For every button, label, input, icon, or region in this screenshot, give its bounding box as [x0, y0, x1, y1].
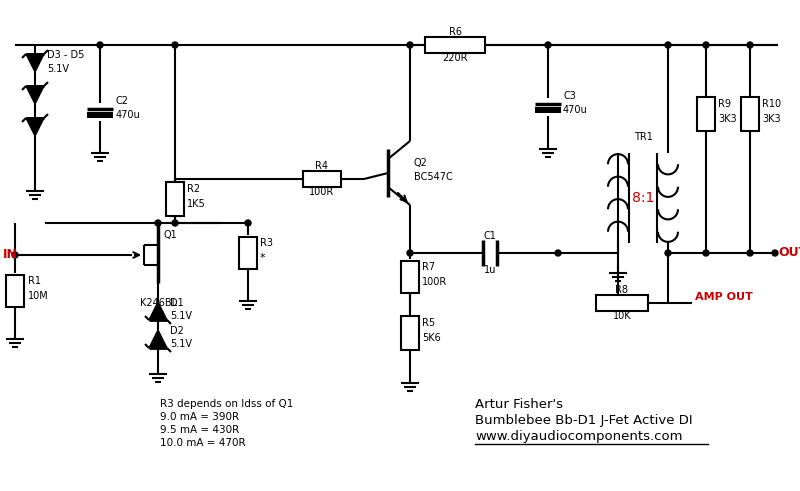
- Circle shape: [772, 250, 778, 256]
- Circle shape: [555, 250, 561, 256]
- Circle shape: [703, 250, 709, 256]
- Text: 1u: 1u: [484, 265, 496, 275]
- Bar: [239, 237, 257, 269]
- Circle shape: [747, 250, 753, 256]
- Text: IN: IN: [3, 248, 18, 262]
- Polygon shape: [26, 86, 44, 104]
- Text: 5.1V: 5.1V: [47, 64, 69, 74]
- Bar: [401, 261, 419, 293]
- Bar: [741, 97, 759, 131]
- Text: 5K6: 5K6: [422, 333, 441, 343]
- Text: 3K3: 3K3: [762, 114, 781, 124]
- Circle shape: [747, 42, 753, 48]
- Text: 9.5 mA = 430R: 9.5 mA = 430R: [160, 425, 239, 435]
- Bar: [535, 107, 561, 113]
- Text: 1K5: 1K5: [187, 199, 206, 209]
- Text: 8:1: 8:1: [632, 191, 654, 205]
- Bar: [401, 316, 419, 350]
- Text: 470u: 470u: [116, 110, 141, 120]
- Text: AMP OUT: AMP OUT: [695, 292, 753, 302]
- Text: R9: R9: [718, 99, 731, 109]
- Text: 5.1V: 5.1V: [170, 311, 192, 321]
- Text: R5: R5: [422, 318, 435, 328]
- Text: 10M: 10M: [28, 291, 49, 301]
- Circle shape: [97, 42, 103, 48]
- Text: C2: C2: [116, 96, 129, 106]
- Text: www.diyaudiocomponents.com: www.diyaudiocomponents.com: [475, 430, 682, 443]
- Text: 10.0 mA = 470R: 10.0 mA = 470R: [160, 438, 246, 448]
- Text: D3 - D5: D3 - D5: [47, 50, 84, 60]
- Text: Q2: Q2: [414, 158, 428, 168]
- Circle shape: [545, 42, 551, 48]
- Text: Artur Fisher's: Artur Fisher's: [475, 398, 563, 411]
- Text: 220R: 220R: [442, 53, 468, 63]
- Text: 100R: 100R: [310, 187, 334, 197]
- Text: 470u: 470u: [563, 105, 588, 115]
- Circle shape: [407, 42, 413, 48]
- Bar: [303, 171, 341, 187]
- Polygon shape: [26, 118, 44, 136]
- Text: C1: C1: [483, 231, 497, 241]
- Text: *: *: [260, 253, 266, 263]
- Text: 9.0 mA = 390R: 9.0 mA = 390R: [160, 412, 239, 422]
- Text: TR1: TR1: [634, 132, 653, 142]
- Text: D2: D2: [170, 326, 184, 336]
- Text: R3 depends on Idss of Q1: R3 depends on Idss of Q1: [160, 399, 294, 409]
- Text: R4: R4: [315, 161, 329, 171]
- Text: R1: R1: [28, 276, 41, 286]
- Polygon shape: [149, 330, 167, 348]
- Text: R3: R3: [260, 238, 273, 248]
- Circle shape: [245, 220, 251, 226]
- Bar: [6, 275, 24, 307]
- Bar: [596, 295, 648, 311]
- Circle shape: [155, 220, 161, 226]
- Text: BC547C: BC547C: [414, 172, 453, 182]
- Text: R6: R6: [449, 27, 462, 37]
- Bar: [697, 97, 715, 131]
- Circle shape: [665, 42, 671, 48]
- Circle shape: [703, 42, 709, 48]
- Polygon shape: [26, 54, 44, 72]
- Text: R10: R10: [762, 99, 781, 109]
- Bar: [87, 112, 113, 118]
- Text: D1: D1: [170, 298, 184, 308]
- Circle shape: [12, 252, 18, 258]
- Bar: [166, 182, 184, 216]
- Text: 3K3: 3K3: [718, 114, 737, 124]
- Circle shape: [172, 220, 178, 226]
- Circle shape: [665, 250, 671, 256]
- Text: R7: R7: [422, 262, 435, 272]
- Bar: [425, 37, 485, 53]
- Text: Q1: Q1: [163, 230, 177, 240]
- Text: OUT: OUT: [778, 246, 800, 260]
- Text: Bumblebee Bb-D1 J-Fet Active DI: Bumblebee Bb-D1 J-Fet Active DI: [475, 414, 693, 427]
- Text: 100R: 100R: [422, 277, 447, 287]
- Text: R8: R8: [615, 285, 629, 295]
- Text: 5.1V: 5.1V: [170, 339, 192, 349]
- Polygon shape: [149, 302, 167, 320]
- Circle shape: [407, 250, 413, 256]
- Circle shape: [172, 42, 178, 48]
- Text: 10K: 10K: [613, 311, 631, 321]
- Text: R2: R2: [187, 184, 200, 194]
- Text: C3: C3: [563, 91, 576, 101]
- Text: K246BL: K246BL: [140, 298, 177, 308]
